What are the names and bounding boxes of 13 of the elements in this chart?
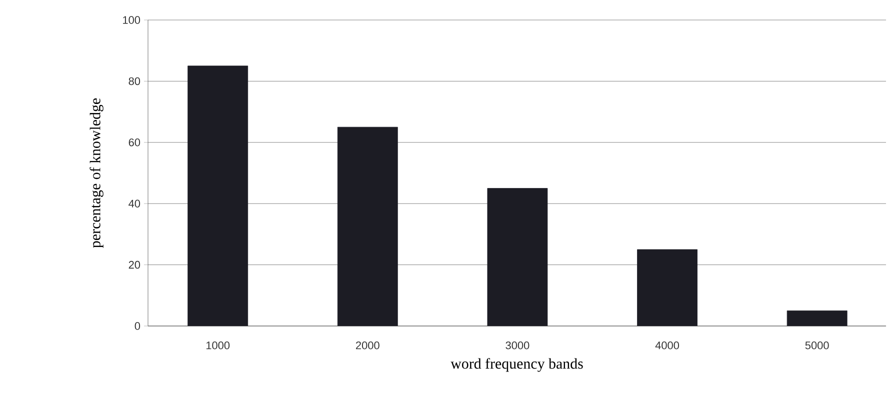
x-tick-label: 5000 [805,341,829,350]
y-tick-label: 20 [128,260,140,269]
x-tick-label: 2000 [356,341,380,350]
y-tick-label: 0 [134,322,140,330]
x-tick-label: 1000 [206,341,230,350]
y-tick-label: 100 [123,16,140,24]
x-tick-label: 3000 [506,341,530,350]
y-tick-label: 80 [128,77,140,86]
x-axis-title: word frequency bands [450,358,583,372]
y-axis-title: percentage of knowledge [90,98,104,248]
y-tick-label: 60 [128,138,140,146]
y-tick-label: 40 [128,200,140,208]
x-tick-label: 4000 [655,341,680,350]
